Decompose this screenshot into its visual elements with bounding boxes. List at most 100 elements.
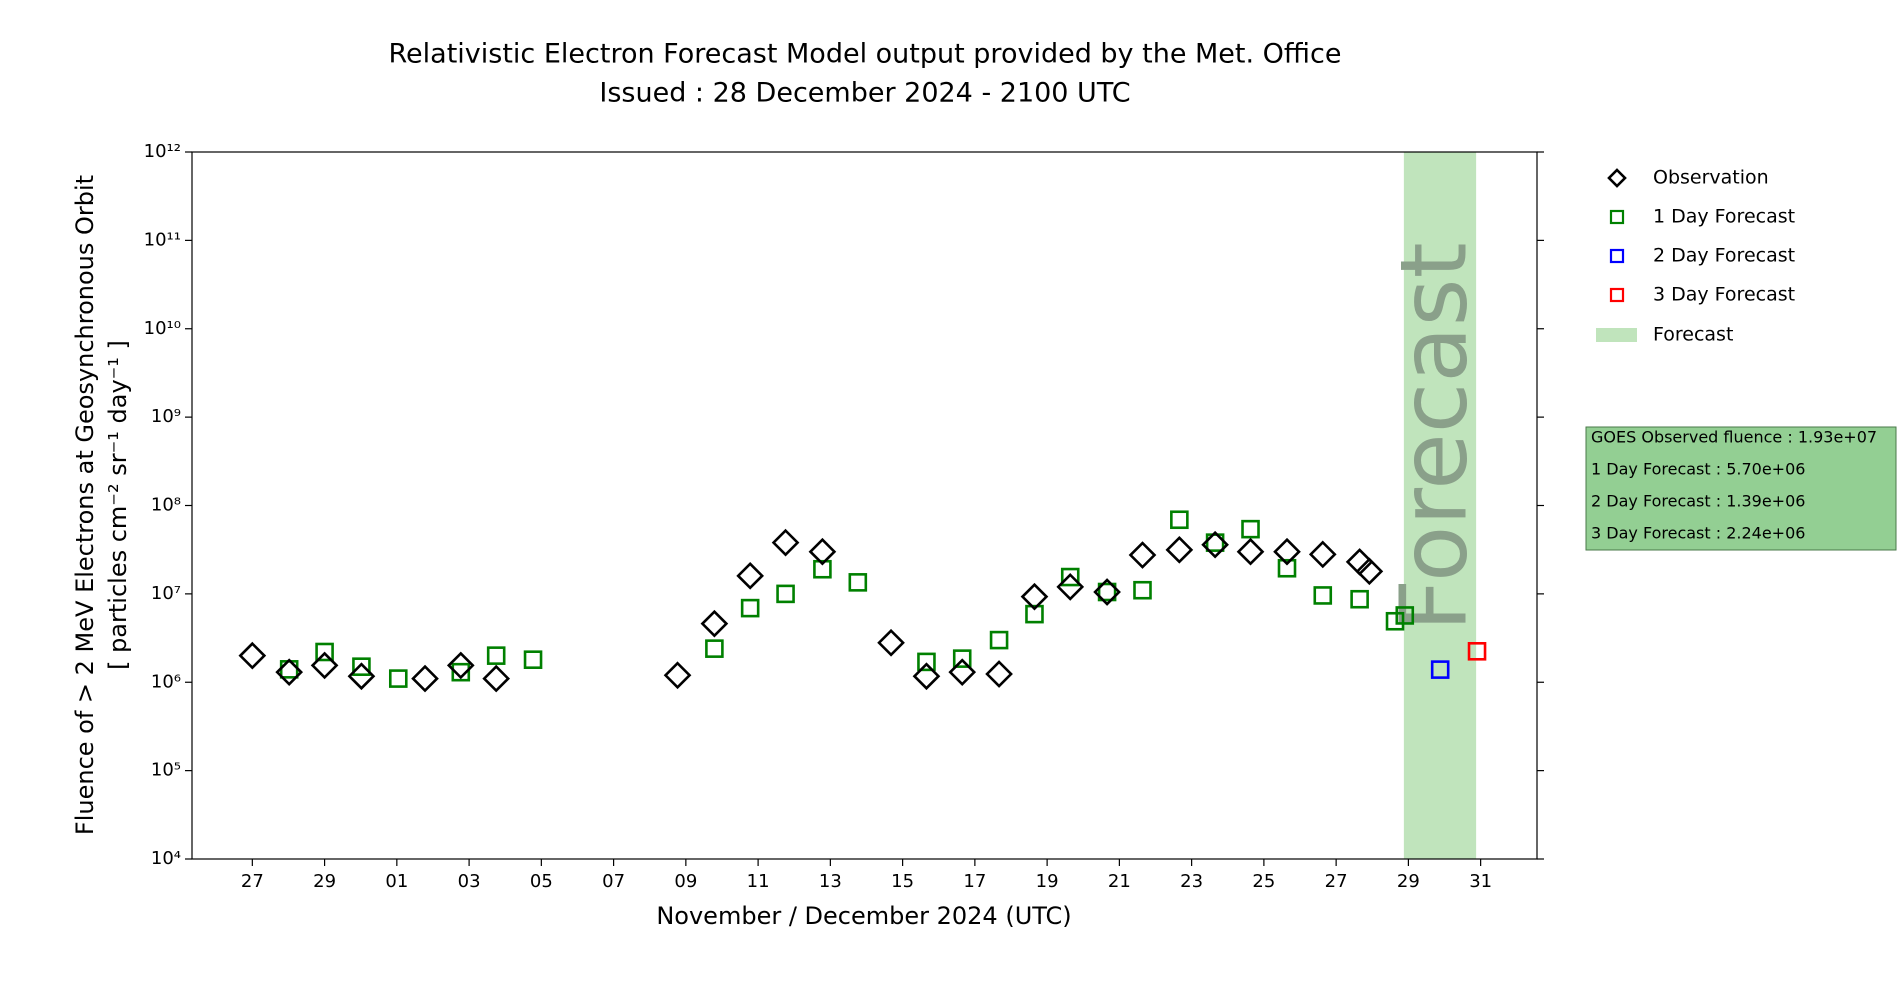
data-point bbox=[411, 664, 439, 693]
data-point bbox=[808, 537, 837, 566]
x-tick-label: 15 bbox=[891, 871, 914, 892]
data-point bbox=[486, 646, 506, 665]
y-axis-label: [ particles cm⁻² sr⁻¹ day⁻¹ ] bbox=[104, 340, 132, 670]
data-point bbox=[912, 662, 941, 691]
x-tick-label: 25 bbox=[1252, 871, 1275, 892]
info-line: 3 Day Forecast : 2.24e+06 bbox=[1591, 524, 1805, 543]
y-tick-label: 10⁴ bbox=[151, 848, 181, 869]
x-tick-label: 21 bbox=[1108, 871, 1131, 892]
x-tick-label: 01 bbox=[385, 871, 408, 892]
y-tick-label: 10⁷ bbox=[151, 583, 181, 604]
info-box bbox=[1585, 426, 1897, 551]
y-tick-label: 10¹¹ bbox=[144, 229, 181, 250]
legend-label: 3 Day Forecast bbox=[1653, 284, 1795, 306]
data-point bbox=[279, 660, 299, 679]
x-tick-label: 29 bbox=[1397, 871, 1420, 892]
legend-marker bbox=[1609, 209, 1625, 225]
y-tick-label: 10⁹ bbox=[151, 406, 181, 427]
info-line: GOES Observed fluence : 1.93e+07 bbox=[1591, 428, 1877, 447]
data-point bbox=[1355, 557, 1384, 586]
legend-label: Forecast bbox=[1653, 324, 1733, 346]
data-point bbox=[1056, 573, 1085, 601]
data-point bbox=[310, 651, 339, 680]
data-point bbox=[1060, 567, 1080, 587]
data-point bbox=[705, 639, 724, 658]
data-point bbox=[917, 652, 936, 672]
y-tick-label: 10¹⁰ bbox=[144, 318, 181, 339]
legend-marker bbox=[1609, 287, 1625, 303]
legend-label: 1 Day Forecast bbox=[1653, 206, 1795, 228]
data-point bbox=[740, 598, 760, 618]
x-tick-label: 27 bbox=[1325, 871, 1348, 892]
data-point bbox=[1097, 582, 1117, 602]
data-point bbox=[1236, 537, 1265, 566]
data-point bbox=[446, 651, 475, 680]
data-point bbox=[776, 584, 795, 604]
data-point bbox=[1025, 604, 1044, 624]
x-tick-label: 27 bbox=[241, 871, 264, 892]
data-point bbox=[238, 641, 267, 670]
data-point bbox=[736, 561, 764, 590]
data-point bbox=[1201, 530, 1229, 559]
data-point bbox=[482, 664, 511, 693]
x-tick-label: 05 bbox=[530, 871, 553, 892]
legend-marker bbox=[1596, 328, 1637, 342]
data-point bbox=[848, 573, 868, 592]
data-point bbox=[523, 650, 543, 669]
chart-title: Relativistic Electron Forecast Model out… bbox=[389, 39, 1342, 70]
data-point bbox=[1165, 535, 1194, 564]
data-point bbox=[1430, 660, 1450, 679]
data-point bbox=[388, 669, 408, 688]
legend-marker bbox=[1607, 168, 1627, 188]
info-line: 1 Day Forecast : 5.70e+06 bbox=[1591, 460, 1805, 479]
data-point bbox=[1020, 582, 1049, 611]
legend-marker bbox=[1609, 248, 1625, 264]
plot-frame bbox=[191, 151, 1538, 860]
data-point bbox=[451, 662, 471, 682]
data-point bbox=[1241, 519, 1260, 539]
data-point bbox=[989, 630, 1009, 650]
data-point bbox=[1385, 611, 1405, 631]
data-point bbox=[1170, 510, 1189, 530]
data-point bbox=[985, 660, 1013, 688]
data-point bbox=[1277, 558, 1297, 578]
data-point bbox=[1467, 641, 1487, 661]
data-point bbox=[663, 661, 692, 690]
data-point bbox=[352, 657, 371, 676]
x-tick-label: 11 bbox=[747, 871, 770, 892]
data-point bbox=[1313, 586, 1333, 605]
y-tick-label: 10¹² bbox=[144, 141, 181, 162]
y-tick-label: 10⁵ bbox=[151, 760, 181, 781]
data-point bbox=[700, 609, 729, 638]
data-point bbox=[347, 662, 376, 691]
x-tick-label: 03 bbox=[458, 871, 481, 892]
data-point bbox=[1395, 606, 1415, 625]
x-tick-label: 29 bbox=[313, 871, 336, 892]
legend-label: Observation bbox=[1653, 167, 1769, 189]
x-tick-label: 07 bbox=[602, 871, 625, 892]
data-point bbox=[315, 642, 334, 662]
y-axis-label: Fluence of > 2 MeV Electrons at Geosynch… bbox=[71, 175, 99, 835]
x-tick-label: 31 bbox=[1469, 871, 1492, 892]
x-tick-label: 17 bbox=[963, 871, 986, 892]
forecast-band-label: Forecast bbox=[1380, 242, 1487, 631]
data-point bbox=[1133, 580, 1152, 600]
info-line: 2 Day Forecast : 1.39e+06 bbox=[1591, 492, 1805, 511]
data-point bbox=[1128, 541, 1157, 569]
x-tick-label: 09 bbox=[674, 871, 697, 892]
chart-subtitle: Issued : 28 December 2024 - 2100 UTC bbox=[599, 78, 1130, 109]
data-point bbox=[877, 628, 905, 657]
legend-label: 2 Day Forecast bbox=[1653, 245, 1795, 267]
x-tick-label: 19 bbox=[1036, 871, 1059, 892]
data-point bbox=[275, 658, 304, 687]
data-point bbox=[1273, 537, 1301, 566]
data-point bbox=[1205, 533, 1225, 552]
x-axis-label: November / December 2024 (UTC) bbox=[656, 902, 1071, 930]
forecast-band bbox=[1403, 152, 1477, 859]
data-point bbox=[952, 649, 972, 668]
data-point bbox=[1093, 578, 1121, 606]
data-point bbox=[771, 528, 800, 557]
x-tick-label: 23 bbox=[1180, 871, 1203, 892]
data-point bbox=[813, 559, 832, 579]
